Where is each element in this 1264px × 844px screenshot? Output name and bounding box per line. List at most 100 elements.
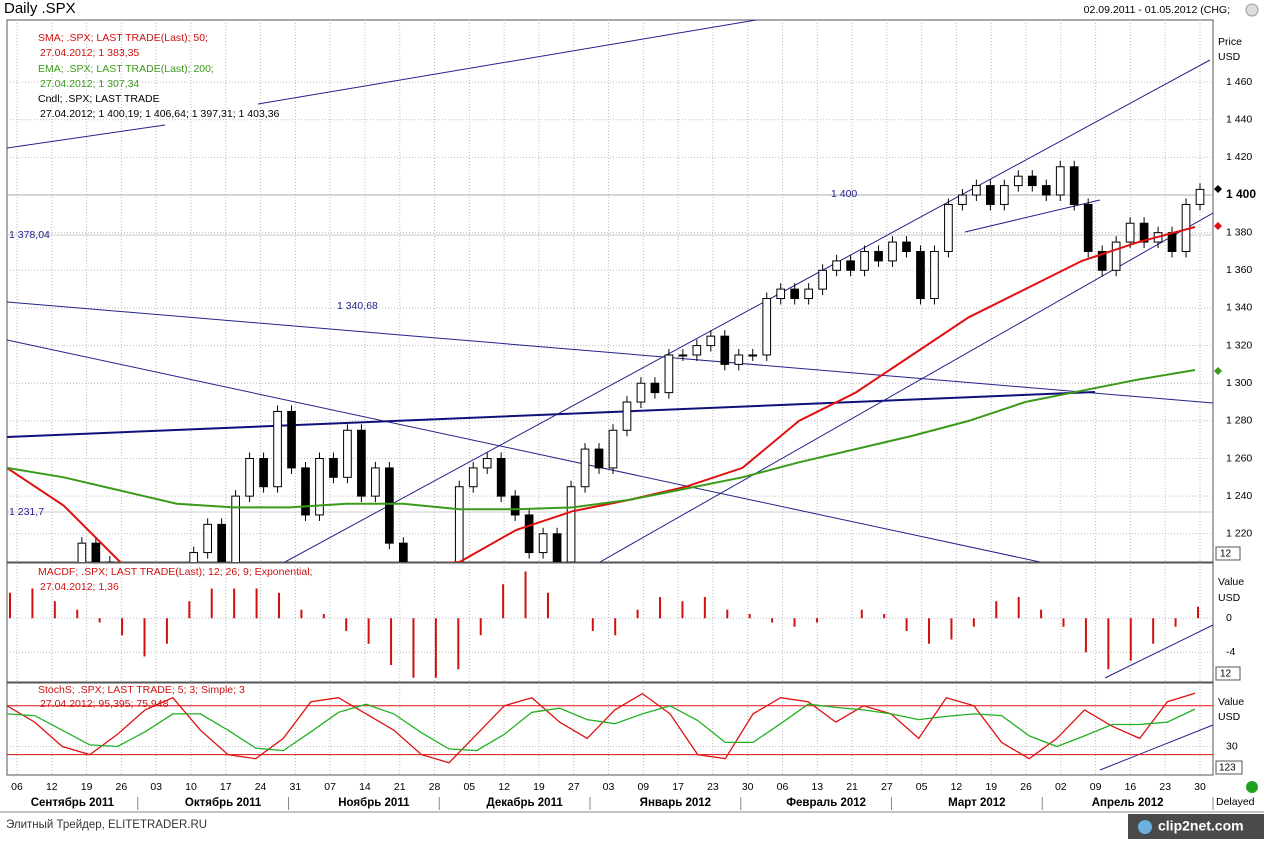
y-tick-label: 1 360	[1226, 264, 1252, 276]
candle	[510, 495, 520, 516]
x-tick-label: 19	[81, 781, 93, 793]
y-tick-label: 1 340	[1226, 302, 1252, 314]
candle	[203, 523, 213, 554]
scale-box[interactable]	[1215, 666, 1241, 681]
y-tick-label: 1 260	[1226, 452, 1252, 464]
y-tick-label: 1 460	[1226, 76, 1252, 88]
candle	[1139, 222, 1149, 243]
price-marker	[1214, 185, 1222, 193]
month-label: Ноябрь 2011	[338, 797, 410, 809]
x-tick-label: 26	[116, 781, 128, 793]
axis-label: USD	[1218, 51, 1241, 63]
axis-label: Value	[1218, 576, 1244, 588]
candle	[1069, 166, 1079, 205]
settings-button[interactable]	[1245, 3, 1259, 17]
y-tick-label: 1 220	[1226, 528, 1252, 540]
candle	[77, 542, 87, 562]
candle	[217, 523, 226, 562]
candle	[1055, 166, 1065, 196]
x-tick-label: 16	[1125, 781, 1137, 793]
y-tick-label: 1 440	[1226, 114, 1252, 126]
candle	[385, 467, 394, 544]
scale-box-label: 12	[1220, 549, 1232, 560]
candle	[1013, 175, 1023, 187]
candle	[189, 552, 199, 562]
candle	[930, 250, 939, 300]
status: Delayed	[1216, 796, 1255, 808]
candle	[846, 260, 855, 271]
month-label: Сентябрь 2011	[31, 797, 115, 809]
x-tick-label: 05	[463, 781, 475, 793]
x-tick-label: 13	[811, 781, 823, 793]
candle	[245, 457, 254, 497]
legend-name: Cndl; .SPX; LAST TRADE	[38, 93, 160, 105]
month-label: Март 2012	[948, 797, 1005, 809]
candle	[804, 288, 814, 300]
x-tick-label: 30	[742, 781, 754, 793]
x-tick-label: 17	[672, 781, 684, 793]
x-tick-label: 24	[255, 781, 267, 793]
candle	[748, 354, 758, 357]
x-tick-label: 09	[1090, 781, 1102, 793]
y-tick-label: 1 300	[1226, 377, 1252, 389]
trend-line	[7, 391, 1096, 438]
logo[interactable]: clip2net.com	[1158, 818, 1244, 834]
y-tick-label: 1 280	[1226, 415, 1252, 427]
x-tick-label: 12	[498, 781, 510, 793]
axis-label: Price	[1218, 36, 1242, 48]
candle	[594, 448, 604, 469]
candle	[902, 241, 911, 252]
candle	[692, 345, 702, 356]
x-tick-label: 21	[846, 781, 858, 793]
candle	[580, 448, 590, 488]
x-tick-label: 28	[429, 781, 441, 793]
scale-box[interactable]	[1215, 546, 1241, 561]
macd-plot	[9, 571, 1199, 678]
annotation: 1 231,7	[9, 506, 44, 518]
scale-box[interactable]	[1215, 760, 1243, 775]
trend-line	[1104, 624, 1214, 679]
candle	[273, 410, 282, 488]
x-tick-label: 06	[777, 781, 789, 793]
candle	[371, 467, 380, 497]
candle	[552, 533, 562, 562]
month-label: Декабрь 2011	[487, 797, 564, 809]
candle	[678, 354, 688, 357]
axis-label: USD	[1218, 711, 1241, 723]
status-light	[1246, 781, 1258, 793]
candle	[1111, 241, 1121, 271]
candle	[566, 486, 576, 562]
y-tick-label: 0	[1226, 612, 1232, 624]
trend-line	[7, 339, 1041, 562]
candle	[1083, 203, 1093, 252]
x-tick-label: 03	[603, 781, 615, 793]
candle	[972, 185, 981, 196]
trend-line	[964, 199, 1101, 233]
candle	[608, 429, 618, 469]
x-tick-label: 21	[394, 781, 406, 793]
candle	[329, 457, 338, 478]
candle	[301, 467, 310, 516]
legend-value: 27.04.2012; 95,395; 75,948	[40, 698, 169, 710]
trend-line	[284, 59, 1211, 562]
source: Элитный Трейдер, ELITETRADER.RU	[6, 819, 207, 831]
candle	[622, 401, 632, 431]
annotation: 1 340,68	[337, 300, 378, 312]
x-tick-label: 26	[1020, 781, 1032, 793]
x-tick-label: 31	[290, 781, 302, 793]
scale-box-label: 123	[1219, 763, 1236, 774]
candle	[1167, 232, 1177, 252]
trend-line	[599, 212, 1213, 562]
x-tick-label: 14	[359, 781, 371, 793]
x-tick-label: 23	[1159, 781, 1171, 793]
x-tick-label: 09	[637, 781, 649, 793]
candle	[958, 194, 967, 205]
candle	[482, 457, 492, 469]
x-tick-label: 03	[150, 781, 162, 793]
month-label: Апрель 2012	[1092, 797, 1164, 809]
x-tick-label: 12	[951, 781, 963, 793]
price-plot	[7, 160, 1205, 562]
candle	[524, 514, 534, 554]
line-series	[7, 703, 1196, 752]
